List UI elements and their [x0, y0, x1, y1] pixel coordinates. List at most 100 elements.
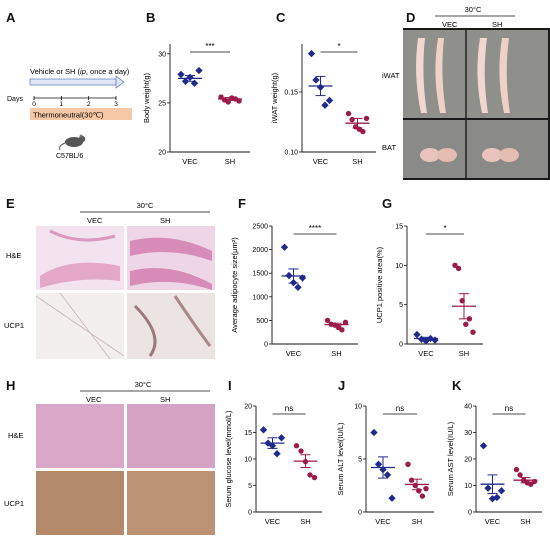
data-point-vec	[298, 274, 307, 282]
hist-h-row-ucp1: UCP1	[4, 499, 24, 508]
e-he-sh-image	[127, 226, 215, 290]
panel-letter-d: D	[406, 10, 416, 25]
photo-row-bat: BAT	[382, 143, 396, 152]
hist-h-temp: 30°C	[135, 380, 152, 389]
y-tick-label: 0.10	[284, 150, 298, 157]
y-tick-label: 500	[256, 318, 268, 325]
chart-serum-glucose: 0 5 10 15 20 Serum glucose level(mmol/L) VEC SH…	[224, 404, 322, 526]
data-point-sh	[405, 461, 411, 467]
bat-tissue	[420, 148, 519, 162]
y-tick-label: 25	[158, 100, 166, 107]
data-point-sh	[452, 262, 458, 269]
data-point-sh	[466, 316, 473, 322]
x-tick-label: VEC	[313, 157, 329, 166]
day-tick-label: 2	[87, 101, 91, 108]
x-tick-label: SH	[331, 349, 341, 358]
y-tick-label: 0	[358, 510, 362, 517]
x-tick-label: VEC	[485, 517, 501, 526]
data-point-vec	[195, 66, 203, 75]
photo-row-iwat: iWAT	[382, 71, 400, 80]
hist-e-temp: 30°C	[137, 201, 154, 210]
x-tick-label: VEC	[418, 349, 434, 358]
significance-label: *	[443, 224, 446, 233]
data-point-vec	[312, 76, 320, 84]
panel-letter-k: K	[452, 378, 462, 393]
chart-ucp1-area: 0 5 10 15 UCP1 positive area(%) VEC SH *	[375, 224, 483, 358]
photo-temp-label: 30°C	[465, 5, 482, 14]
data-point-sh	[298, 448, 304, 454]
y-tick-label: 30	[158, 51, 166, 58]
data-point-vec	[388, 494, 396, 502]
data-point-sh	[360, 128, 366, 135]
data-point-sh	[463, 321, 469, 328]
data-point-sh	[311, 474, 318, 481]
days-label: Days	[7, 96, 23, 103]
y-tick-label: 1500	[252, 271, 268, 278]
day-tick-label: 0	[32, 101, 36, 108]
data-point-vec	[280, 243, 289, 251]
y-tick-label: 10	[395, 263, 403, 270]
panel-letter-a: A	[6, 10, 16, 25]
data-point-vec	[277, 434, 286, 442]
data-point-vec	[383, 471, 392, 479]
y-tick-label: 0	[468, 510, 472, 517]
panel-letter-c: C	[276, 10, 286, 25]
y-tick-label: 2000	[252, 247, 268, 254]
hist-h-group-vec: VEC	[86, 395, 102, 404]
y-tick-label: 20	[244, 404, 252, 411]
y-tick-label: 0	[399, 342, 403, 349]
y-tick-label: 5	[358, 457, 362, 464]
panel-letter-f: F	[238, 196, 246, 211]
e-ucp1-vec-image	[35, 292, 125, 360]
hist-e-row-he: H&E	[6, 251, 21, 260]
y-tick-label: 10	[464, 483, 472, 490]
y-tick-label: 20	[464, 457, 472, 464]
data-point-vec	[497, 487, 506, 495]
y-tick-label: 5	[248, 483, 252, 490]
data-point-sh	[363, 115, 370, 122]
y-axis-label: Body weight(g)	[142, 72, 151, 123]
data-point-vec	[177, 70, 185, 79]
y-tick-label: 5	[399, 302, 403, 309]
e-ucp1-sh-image	[127, 293, 215, 359]
y-axis-label: iWAT weight(g)	[270, 72, 279, 123]
significance-label: *	[337, 42, 340, 51]
data-point-sh	[342, 319, 349, 325]
e-he-vec-image	[36, 226, 124, 290]
data-point-sh	[419, 493, 426, 499]
iwat-background	[403, 30, 548, 118]
data-point-sh	[339, 327, 345, 333]
h-ucp1-vec-image	[36, 471, 124, 535]
significance-label: ***	[205, 42, 214, 51]
x-tick-label: SH	[300, 517, 310, 526]
data-point-sh	[293, 443, 300, 449]
data-point-vec	[321, 101, 329, 109]
h-he-sh-image	[127, 404, 215, 468]
data-point-sh	[470, 329, 476, 335]
chart-serum-ast: 0 10 20 30 40 Serum AST level(IU/L) VEC SH ns	[446, 404, 542, 526]
y-tick-label: 40	[464, 404, 472, 411]
y-tick-label: 2500	[252, 224, 268, 231]
treatment-arrow-head	[115, 75, 125, 89]
data-point-sh	[307, 472, 313, 478]
condition-bar	[30, 108, 132, 120]
y-tick-label: 10	[354, 404, 362, 411]
y-axis-label: Serum AST level(IU/L)	[446, 421, 455, 496]
y-axis-label: UCP1 positive area(%)	[375, 246, 384, 323]
hist-e-row-ucp1: UCP1	[4, 321, 24, 330]
iwat-tissue	[416, 38, 510, 113]
data-point-vec	[413, 330, 421, 339]
y-tick-label: 0	[248, 510, 252, 517]
x-tick-label: SH	[352, 157, 362, 166]
photo-group-sh: SH	[492, 20, 502, 29]
treatment-arrow-body	[29, 78, 117, 86]
photo-group-vec: VEC	[442, 20, 458, 29]
strain-label: C57BL/6	[56, 153, 83, 160]
hist-h-group-sh: SH	[160, 395, 170, 404]
panel-letter-b: B	[146, 10, 156, 25]
bat-background	[403, 120, 548, 178]
histology-panel-h: 30°C VEC SH H&E UCP1	[4, 380, 215, 535]
significance-label: ns	[285, 404, 293, 413]
data-point-vec	[259, 426, 268, 434]
y-axis-label: Average adipocyte size(μm²)	[230, 237, 239, 333]
